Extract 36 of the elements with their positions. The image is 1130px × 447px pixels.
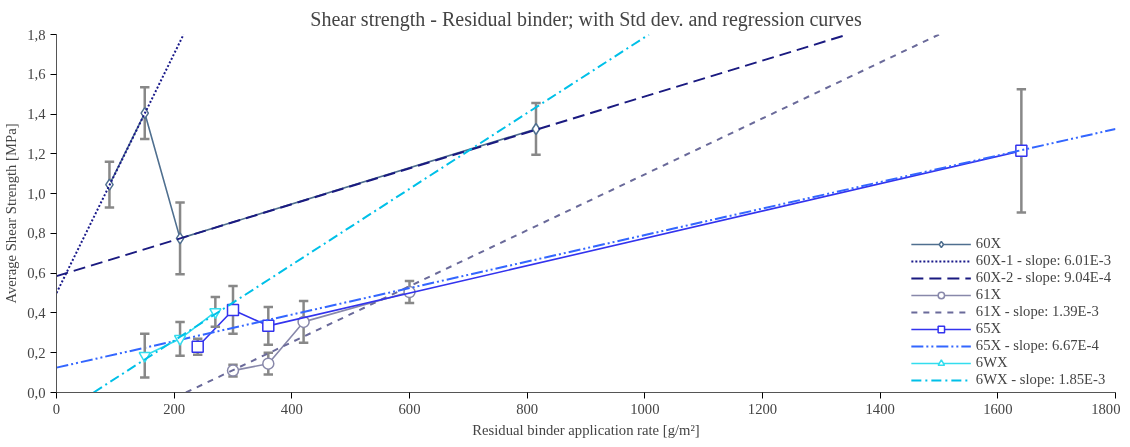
legend-label: 65X - slope: 6.67E-4 bbox=[975, 337, 1099, 354]
x-tick-label: 0 bbox=[52, 400, 61, 417]
chart-title: Shear strength - Residual binder; with Std dev. and regression curves bbox=[310, 7, 862, 31]
y-tick-label: 0,0 bbox=[27, 384, 46, 401]
legend-label: 6WX bbox=[975, 354, 1008, 371]
legend-label: 61X - slope: 1.39E-3 bbox=[975, 303, 1099, 320]
x-tick-label: 1000 bbox=[630, 400, 660, 417]
y-tick-label: 0,6 bbox=[27, 265, 46, 282]
legend-label: 60X bbox=[975, 235, 1002, 252]
x-tick-label: 1200 bbox=[747, 400, 778, 417]
y-tick-label: 1,0 bbox=[27, 185, 46, 202]
y-tick-label: 1,8 bbox=[27, 26, 46, 43]
y-tick-label: 1,4 bbox=[27, 106, 47, 123]
x-tick-label: 1400 bbox=[865, 400, 895, 417]
y-axis-title: Average Shear Strength [MPa] bbox=[3, 123, 20, 304]
y-tick-label: 1,6 bbox=[27, 66, 46, 83]
x-tick-label: 1800 bbox=[1091, 400, 1121, 417]
legend-label: 60X-1 - slope: 6.01E-3 bbox=[975, 252, 1111, 269]
y-tick-label: 0,8 bbox=[27, 225, 46, 242]
y-tick-label: 1,2 bbox=[27, 145, 46, 162]
legend-label: 6WX - slope: 1.85E-3 bbox=[975, 371, 1106, 388]
legend-label: 61X bbox=[975, 286, 1002, 303]
point bbox=[1015, 144, 1028, 158]
legend-label: 65X bbox=[975, 320, 1002, 337]
x-tick-label: 400 bbox=[280, 400, 303, 417]
y-tick-label: 0,4 bbox=[27, 304, 47, 321]
point bbox=[262, 357, 275, 370]
point bbox=[531, 122, 541, 136]
x-tick-label: 200 bbox=[163, 400, 186, 417]
x-axis-title: Residual binder application rate [g/m²] bbox=[472, 421, 700, 438]
y-tick-label: 0,2 bbox=[27, 344, 46, 361]
x-tick-label: 1600 bbox=[983, 400, 1013, 417]
point bbox=[262, 319, 275, 333]
x-tick-label: 800 bbox=[516, 400, 539, 417]
legend-label: 60X-2 - slope: 9.04E-4 bbox=[975, 269, 1111, 286]
x-tick-label: 600 bbox=[398, 400, 421, 417]
